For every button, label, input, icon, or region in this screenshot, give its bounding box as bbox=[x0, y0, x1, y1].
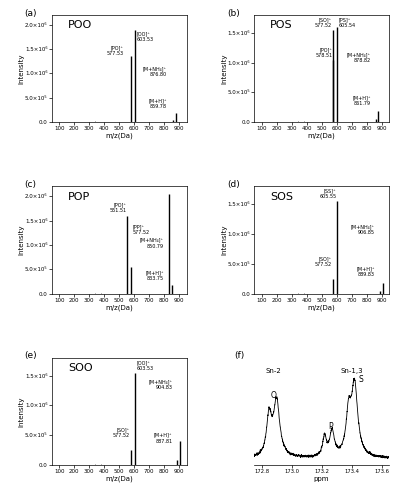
Text: O: O bbox=[271, 391, 277, 400]
Y-axis label: Intensity: Intensity bbox=[19, 396, 25, 426]
Text: [M+H]⁺
833.75: [M+H]⁺ 833.75 bbox=[146, 270, 164, 280]
Text: [M+NH₄]⁺
850.79: [M+NH₄]⁺ 850.79 bbox=[140, 238, 164, 248]
Text: SOO: SOO bbox=[68, 363, 93, 373]
Text: [M+NH₄]⁺
904.83: [M+NH₄]⁺ 904.83 bbox=[148, 379, 172, 390]
Text: [M+H]⁺
859.78: [M+H]⁺ 859.78 bbox=[148, 98, 167, 110]
Text: POS: POS bbox=[270, 20, 293, 30]
Text: [PS]⁺
605.54: [PS]⁺ 605.54 bbox=[339, 17, 356, 28]
Text: (f): (f) bbox=[234, 352, 244, 360]
Text: [SS]⁺
605.55: [SS]⁺ 605.55 bbox=[319, 188, 336, 200]
Text: SOS: SOS bbox=[270, 192, 293, 202]
X-axis label: m/z(Da): m/z(Da) bbox=[105, 304, 133, 310]
Y-axis label: Intensity: Intensity bbox=[19, 224, 25, 255]
Text: [OO]⁺
603.53: [OO]⁺ 603.53 bbox=[137, 31, 154, 42]
Text: POP: POP bbox=[68, 192, 90, 202]
Text: [M+H]⁺
889.83: [M+H]⁺ 889.83 bbox=[357, 266, 375, 278]
Text: Sn-2: Sn-2 bbox=[266, 368, 281, 374]
X-axis label: ppm: ppm bbox=[314, 476, 330, 482]
Text: (d): (d) bbox=[227, 180, 240, 189]
Y-axis label: Intensity: Intensity bbox=[221, 54, 227, 84]
Text: [M+H]⁺
861.79: [M+H]⁺ 861.79 bbox=[353, 96, 371, 106]
Text: [PO]⁺
578.51: [PO]⁺ 578.51 bbox=[315, 47, 332, 58]
Y-axis label: Intensity: Intensity bbox=[221, 224, 227, 255]
Text: (a): (a) bbox=[25, 8, 37, 18]
Text: POO: POO bbox=[68, 20, 92, 30]
Text: (e): (e) bbox=[25, 352, 37, 360]
Text: [M+H]⁺
887.81: [M+H]⁺ 887.81 bbox=[154, 433, 172, 444]
X-axis label: m/z(Da): m/z(Da) bbox=[308, 304, 335, 310]
Text: [PO]⁺
551.51: [PO]⁺ 551.51 bbox=[109, 202, 126, 213]
Text: [SO]⁺
577.52: [SO]⁺ 577.52 bbox=[315, 256, 332, 267]
Text: [M+NH₄]⁺
906.85: [M+NH₄]⁺ 906.85 bbox=[351, 224, 375, 234]
Text: [PO]⁺
577.53: [PO]⁺ 577.53 bbox=[106, 45, 123, 56]
Text: S: S bbox=[358, 376, 363, 384]
X-axis label: m/z(Da): m/z(Da) bbox=[308, 132, 335, 139]
Text: [SO]⁺
577.52: [SO]⁺ 577.52 bbox=[315, 17, 332, 28]
Text: (c): (c) bbox=[25, 180, 37, 189]
Text: [OO]⁺
603.53: [OO]⁺ 603.53 bbox=[136, 360, 154, 370]
Text: [PP]⁺
577.52: [PP]⁺ 577.52 bbox=[133, 224, 150, 234]
X-axis label: m/z(Da): m/z(Da) bbox=[105, 476, 133, 482]
Y-axis label: Intensity: Intensity bbox=[19, 54, 25, 84]
Text: P: P bbox=[328, 422, 333, 430]
Text: [M+NH₄]⁺
876.80: [M+NH₄]⁺ 876.80 bbox=[143, 66, 167, 77]
Text: [M+NH₄]⁺
878.82: [M+NH₄]⁺ 878.82 bbox=[347, 52, 371, 63]
X-axis label: m/z(Da): m/z(Da) bbox=[105, 132, 133, 139]
Text: (b): (b) bbox=[227, 8, 240, 18]
Text: [SO]⁺
577.52: [SO]⁺ 577.52 bbox=[112, 428, 129, 438]
Text: Sn-1,3: Sn-1,3 bbox=[340, 368, 363, 374]
